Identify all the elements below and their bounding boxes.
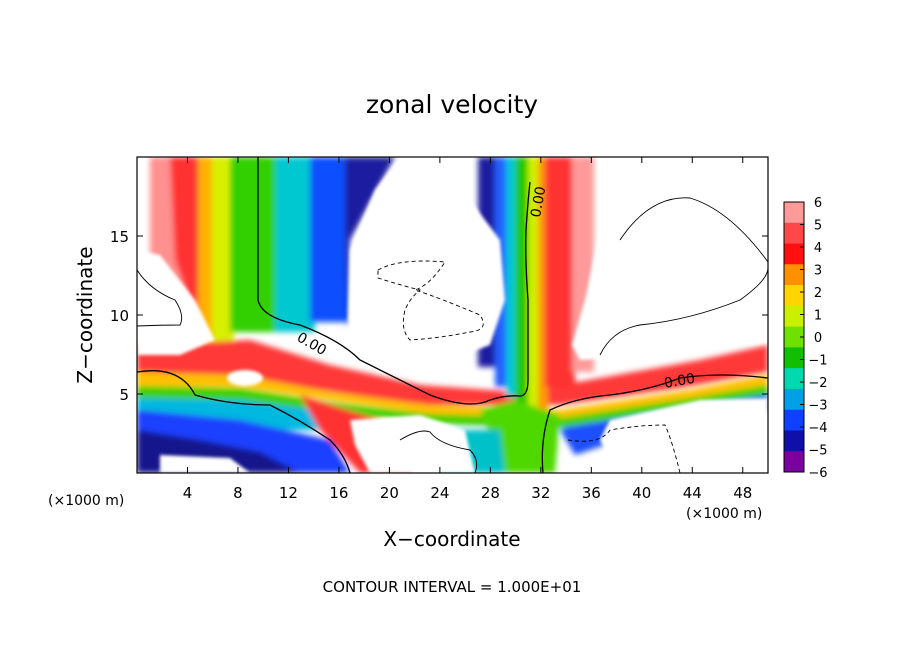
colorbar-tick-label: 2 — [814, 286, 822, 301]
x-tick-label: 32 — [531, 484, 550, 502]
x-tick-label: 8 — [233, 484, 243, 502]
center-jet-green — [515, 157, 531, 473]
contour-lower-mid — [399, 430, 478, 473]
white-region-bottom-left — [160, 455, 250, 473]
colorbar: 6 5 4 3 2 1 0 −1 −2 −3 −4 −5 −6 — [783, 196, 828, 481]
colorbar-tick-label: −4 — [808, 421, 827, 436]
contour-right-upper — [599, 197, 768, 356]
center-jet-yellow — [528, 157, 540, 473]
x-tick-label: 16 — [329, 484, 348, 502]
contour-dashed-lower-right — [567, 424, 681, 473]
left-jet-cyan — [275, 157, 315, 332]
colorbar-swatch — [784, 305, 804, 328]
contour-label-2: 0.00 — [528, 185, 549, 218]
x-tick-label: 36 — [582, 484, 601, 502]
white-region-right — [572, 157, 768, 360]
contour-dashed-center — [377, 260, 484, 341]
y-tick-label: 10 — [110, 307, 129, 325]
contour-label-3: 0.00 — [663, 371, 696, 392]
white-region-lower-center — [350, 415, 475, 473]
colorbar-swatch — [784, 368, 804, 390]
band-red — [137, 340, 768, 405]
colorbar-swatch — [784, 222, 804, 245]
colorbar-swatch — [784, 388, 804, 411]
colorbar-tick-label: 0 — [814, 331, 822, 346]
x-tick-label: 4 — [183, 484, 193, 502]
colorbar-tick-label: 1 — [814, 309, 822, 324]
x-axis-unit: (×1000 m) — [686, 506, 762, 522]
zero-contour-right — [541, 374, 768, 473]
left-jet-yellow — [212, 157, 234, 347]
x-tick-label: 48 — [733, 484, 752, 502]
colorbar-tick-label: −3 — [808, 399, 827, 414]
x-tick-label: 12 — [279, 484, 298, 502]
x-tick-label: 28 — [481, 484, 500, 502]
band-green — [137, 385, 768, 428]
center-jet-red — [545, 157, 575, 387]
x-tick-label: 20 — [380, 484, 399, 502]
contour-lines — [137, 157, 768, 473]
band-orange — [137, 372, 768, 418]
white-region-left — [137, 250, 215, 355]
zero-contour-band — [137, 370, 351, 473]
contour-interval-note: CONTOUR INTERVAL = 1.000E+01 — [323, 578, 582, 596]
colorbar-tick-label: −2 — [808, 376, 827, 391]
left-jet-blue — [310, 157, 350, 322]
colorbar-swatch — [784, 202, 804, 224]
contour-left-upper — [137, 269, 183, 327]
y-tick-label: 15 — [110, 228, 129, 246]
zero-contour-left — [257, 157, 531, 405]
colorbar-tick-label: 3 — [814, 264, 822, 279]
colorbar-tick-label: 5 — [814, 219, 822, 234]
colorbar-tick-label: 6 — [814, 196, 822, 211]
center-jet-orange — [538, 157, 548, 427]
x-axis-title: X−coordinate — [383, 527, 520, 551]
left-jet-orange — [198, 157, 216, 357]
colorbar-swatch — [784, 285, 804, 307]
colorbar-swatch — [784, 451, 804, 473]
colorbar-tick-label: −1 — [808, 354, 827, 369]
y-axis-unit: (×1000 m) — [48, 493, 124, 509]
y-ticks: 5 10 15 — [110, 228, 768, 404]
chart-title: zonal velocity — [366, 90, 538, 119]
colorbar-swatch — [784, 430, 804, 452]
velocity-field — [137, 157, 768, 473]
white-region-blob — [227, 370, 263, 386]
y-tick-label: 5 — [119, 386, 129, 404]
x-tick-label: 40 — [632, 484, 651, 502]
x-tick-label: 24 — [430, 484, 449, 502]
x-tick-label: 44 — [683, 484, 702, 502]
x-ticks: 4 8 12 16 20 24 28 32 36 40 44 48 — [183, 157, 752, 502]
colorbar-swatch — [784, 264, 804, 286]
colorbar-swatch — [784, 347, 804, 369]
colorbar-tick-label: −6 — [808, 466, 827, 481]
white-region-lower-right — [600, 398, 768, 473]
left-jet-darkblue — [345, 157, 395, 330]
left-jet-green — [230, 157, 280, 332]
colorbar-tick-label: 4 — [814, 241, 822, 256]
colorbar-tick-label: −5 — [808, 444, 827, 459]
y-axis-title: Z−coordinate — [73, 246, 97, 383]
colorbar-swatch — [784, 243, 804, 265]
colorbar-swatch — [784, 326, 804, 348]
colorbar-swatch — [784, 409, 804, 431]
